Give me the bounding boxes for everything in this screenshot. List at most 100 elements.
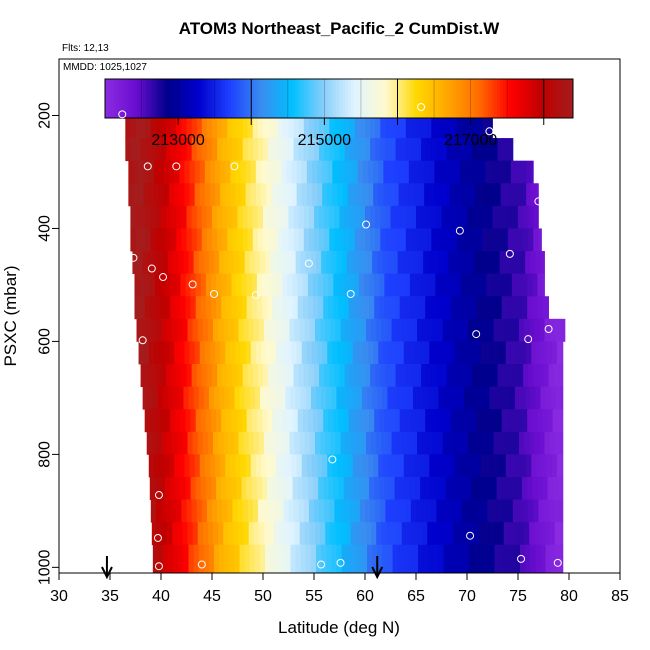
heatmap-cell bbox=[201, 499, 208, 523]
heatmap-cell bbox=[359, 205, 366, 229]
heatmap-cell bbox=[150, 118, 157, 139]
heatmap-cell bbox=[234, 386, 240, 410]
heatmap-cell bbox=[276, 183, 282, 207]
heatmap-cell bbox=[342, 160, 349, 184]
heatmap-cell bbox=[154, 476, 161, 500]
heatmap-cell bbox=[546, 454, 553, 478]
heatmap-cell bbox=[461, 228, 468, 252]
heatmap-cell bbox=[320, 318, 326, 342]
heatmap-cell bbox=[429, 454, 435, 478]
heatmap-cell bbox=[380, 499, 386, 523]
heatmap-cell bbox=[507, 499, 514, 523]
heatmap-cell bbox=[350, 318, 357, 342]
heatmap-cell bbox=[416, 499, 422, 523]
heatmap-cell bbox=[490, 160, 496, 184]
x-tick-label: 75 bbox=[509, 588, 527, 605]
heatmap-cell bbox=[389, 273, 395, 297]
heatmap-cell bbox=[169, 341, 175, 365]
heatmap-cell bbox=[290, 544, 297, 574]
heatmap-cell bbox=[220, 183, 226, 207]
heatmap-cell bbox=[258, 431, 265, 455]
heatmap-cell bbox=[230, 454, 236, 478]
heatmap-cell bbox=[497, 228, 504, 252]
heatmap-cell bbox=[327, 183, 333, 207]
heatmap-cell bbox=[410, 205, 417, 229]
heatmap-cell bbox=[535, 386, 541, 410]
heatmap-cell bbox=[543, 364, 549, 387]
heatmap-cell bbox=[307, 476, 314, 500]
heatmap-cell bbox=[383, 160, 389, 184]
heatmap-cell bbox=[263, 205, 269, 229]
heatmap-cell bbox=[138, 341, 145, 365]
colorbar-segment bbox=[216, 79, 220, 118]
heatmap-cell bbox=[508, 522, 515, 546]
heatmap-cell bbox=[241, 296, 248, 320]
heatmap-cell bbox=[205, 296, 212, 320]
heatmap-cell bbox=[187, 318, 194, 342]
heatmap-cell bbox=[399, 296, 406, 320]
heatmap-cell bbox=[460, 409, 467, 433]
heatmap-cell bbox=[221, 296, 227, 320]
heatmap-field bbox=[120, 95, 566, 574]
heatmap-cell bbox=[386, 522, 392, 546]
heatmap-cell bbox=[334, 205, 340, 229]
heatmap-cell bbox=[484, 386, 490, 410]
heatmap-cell bbox=[344, 205, 351, 229]
heatmap-cell bbox=[383, 341, 389, 365]
heatmap-cell bbox=[451, 138, 458, 162]
heatmap-cell bbox=[476, 273, 482, 297]
heatmap-cell bbox=[228, 318, 234, 342]
heatmap-cell bbox=[470, 183, 476, 207]
colorbar-segment bbox=[204, 79, 208, 118]
heatmap-cell bbox=[299, 318, 306, 342]
colorbar-segment bbox=[561, 79, 565, 118]
heatmap-cell bbox=[278, 205, 284, 229]
heatmap-cell bbox=[173, 251, 179, 275]
colorbar-segment bbox=[122, 79, 126, 118]
heatmap-cell bbox=[342, 341, 349, 365]
heatmap-cell bbox=[505, 341, 512, 365]
colorbar-segment bbox=[154, 79, 159, 118]
heatmap-cell bbox=[542, 273, 545, 297]
heatmap-cell bbox=[543, 499, 549, 523]
heatmap-cell bbox=[191, 138, 198, 162]
heatmap-cell bbox=[412, 251, 419, 275]
heatmap-cell bbox=[540, 544, 546, 574]
colorbar-segment bbox=[371, 79, 375, 118]
heatmap-cell bbox=[363, 476, 370, 500]
heatmap-cell bbox=[402, 386, 409, 410]
heatmap-cell bbox=[188, 251, 195, 275]
heatmap-cell bbox=[363, 296, 370, 320]
heatmap-cell bbox=[436, 499, 442, 523]
heatmap-cell bbox=[225, 160, 231, 184]
heatmap-cell bbox=[347, 160, 354, 184]
heatmap-cell bbox=[226, 273, 232, 297]
heatmap-cell bbox=[421, 228, 427, 252]
heatmap-cell bbox=[487, 118, 493, 139]
heatmap-cell bbox=[319, 205, 325, 229]
heatmap-cell bbox=[440, 476, 446, 500]
heatmap-cell bbox=[231, 296, 237, 320]
heatmap-cell bbox=[288, 499, 294, 523]
heatmap-cell bbox=[154, 409, 161, 433]
colorbar-segment bbox=[163, 79, 167, 118]
heatmap-cell bbox=[205, 476, 212, 500]
heatmap-cell bbox=[526, 341, 532, 365]
heatmap-cell bbox=[320, 522, 326, 546]
heatmap-cell bbox=[318, 296, 324, 320]
heatmap-cell bbox=[378, 183, 384, 207]
heatmap-cell bbox=[444, 183, 451, 207]
heatmap-cell bbox=[308, 138, 315, 162]
heatmap-cell bbox=[373, 183, 379, 207]
heatmap-cell bbox=[449, 454, 456, 478]
heatmap-cell bbox=[408, 341, 415, 365]
heatmap-cell bbox=[425, 296, 431, 320]
heatmap-cell bbox=[515, 183, 522, 207]
observation-point bbox=[251, 291, 260, 300]
heatmap-cell bbox=[425, 273, 431, 297]
heatmap-cell bbox=[516, 273, 523, 297]
heatmap-cell bbox=[368, 160, 374, 184]
heatmap-cell bbox=[171, 118, 177, 139]
heatmap-cell bbox=[379, 273, 385, 297]
heatmap-cell bbox=[524, 431, 530, 455]
